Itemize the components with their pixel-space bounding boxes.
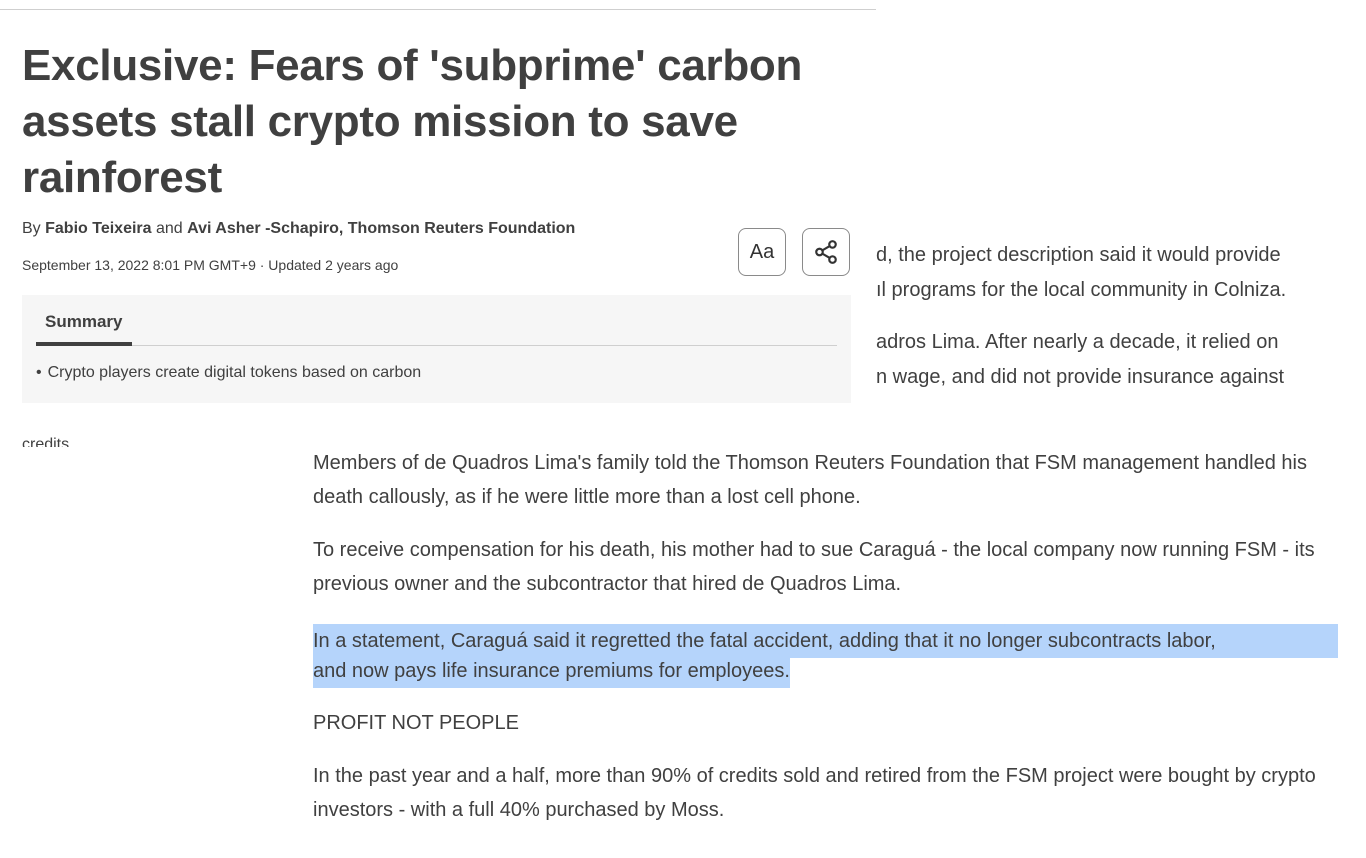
- article-paragraph: In the past year and a half, more than 9…: [313, 765, 1316, 821]
- author-link-2[interactable]: Avi Asher -Schapiro, Thomson Reuters Fou…: [187, 220, 576, 237]
- byline-conjunction: and: [155, 220, 183, 237]
- article-byline: By Fabio Teixeira and Avi Asher -Schapir…: [22, 218, 575, 240]
- tab-summary-active-indicator: [36, 342, 132, 346]
- summary-list-item: • Crypto players create digital tokens ba…: [36, 364, 421, 382]
- share-button[interactable]: [802, 228, 850, 276]
- selected-text-line: and now pays life insurance premiums for…: [313, 654, 790, 688]
- summary-divider: [36, 345, 837, 346]
- article-paragraph-selected: In a statement, Caraguá said it regrette…: [313, 624, 1338, 658]
- header-top-divider: [0, 9, 876, 10]
- article-paragraph-selected-continued: and now pays life insurance premiums for…: [313, 654, 790, 688]
- byline-prefix: By: [22, 220, 41, 237]
- author-link-1[interactable]: Fabio Teixeira: [45, 220, 152, 237]
- summary-overflow-text: credits: [22, 436, 70, 447]
- selected-text-line: In a statement, Caraguá said it regrette…: [313, 630, 1216, 652]
- article-paragraph: To receive compensation for his death, h…: [313, 539, 1315, 595]
- tab-summary[interactable]: Summary: [45, 312, 123, 331]
- article-line-fragment: d, the project description said it would…: [876, 244, 1281, 266]
- share-icon: [815, 240, 837, 264]
- article-dateline: September 13, 2022 8:01 PM GMT+9 · Updat…: [22, 257, 399, 273]
- summary-box: Summary • Crypto players create digital t…: [22, 295, 851, 403]
- article-line-fragment: n wage, and did not provide insurance ag…: [876, 366, 1285, 388]
- bullet-icon: •: [36, 364, 42, 381]
- summary-item-text: Crypto players create digital tokens bas…: [47, 364, 422, 381]
- article-subheading: PROFIT NOT PEOPLE: [313, 712, 519, 734]
- text-size-button[interactable]: Aa: [738, 228, 786, 276]
- article-line-fragment: adros Lima. After nearly a decade, it re…: [876, 331, 1279, 353]
- article-line-fragment: ıl programs for the local community in C…: [876, 279, 1287, 301]
- article-headline: Exclusive: Fears of 'subprime' carbon as…: [22, 41, 803, 202]
- article-paragraph: Members of de Quadros Lima's family told…: [313, 452, 1307, 508]
- text-size-label: Aa: [749, 240, 775, 263]
